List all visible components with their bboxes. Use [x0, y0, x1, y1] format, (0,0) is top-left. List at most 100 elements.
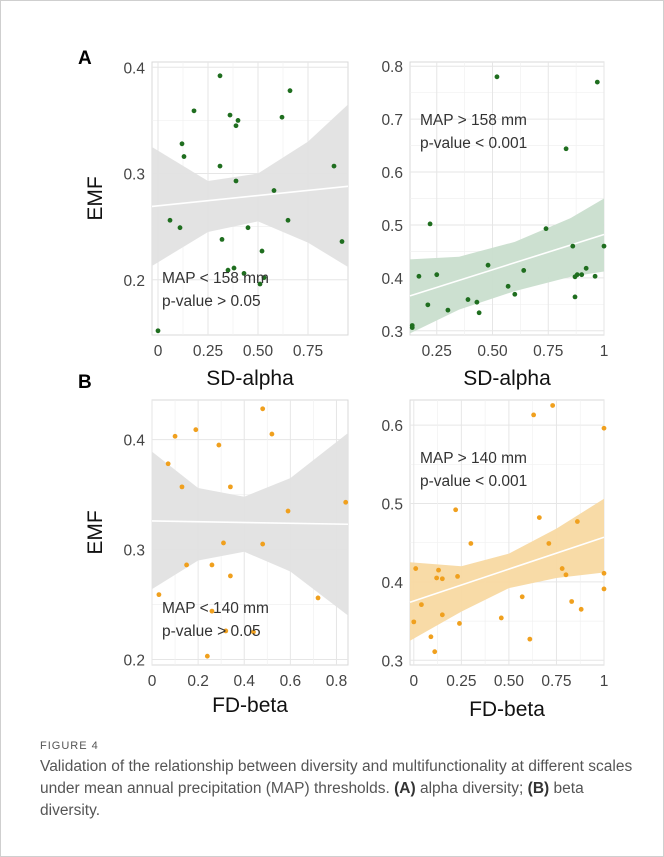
plot-4-point [546, 541, 552, 546]
plot-1-point [177, 225, 183, 231]
caption-main: Validation of the relationship between d… [40, 758, 633, 797]
plot-3-fit-line [151, 520, 349, 526]
plot-4-point [574, 519, 580, 524]
plot-4-point [453, 507, 459, 513]
figure-number: FIGURE 4 [40, 740, 99, 752]
plot-3-point [179, 484, 185, 490]
plot-4-point [439, 576, 445, 582]
plot-3-point [204, 653, 210, 659]
plot-2-ytick-label: 0.4 [381, 271, 403, 288]
plot-4-point [601, 570, 607, 576]
plot-4-fit-line [409, 536, 605, 604]
plot-1-point [231, 265, 237, 271]
plot-1-point [331, 163, 337, 169]
plot-3-xtick-label: 0.2 [187, 673, 209, 690]
plot-2-point [572, 294, 578, 300]
plot-3-point [343, 499, 349, 505]
plot-2-xtick-label: 0.75 [533, 343, 563, 360]
plot-3-point [260, 406, 266, 412]
plot-2-annotation-line: MAP > 158 mm [420, 112, 527, 129]
plot-2-point [543, 226, 549, 232]
plot-4-ytick-label: 0.4 [381, 575, 403, 592]
plot-3-point [172, 433, 178, 439]
plot-3-point [209, 608, 215, 614]
plot-1-annotation-line: p-value > 0.05 [162, 293, 261, 310]
plot-1-xtick-label: 0.50 [243, 343, 274, 360]
plot-4-point [550, 403, 556, 408]
plot-3-xtick-label: 0.6 [280, 673, 302, 690]
plot-1-point [191, 108, 197, 114]
plot-3-point [156, 592, 162, 598]
plot-4-point [569, 599, 575, 604]
plot-1-point [217, 73, 223, 79]
plot-3-point [228, 484, 233, 490]
plot-3-point [184, 562, 189, 568]
plot-4-point [498, 615, 504, 621]
plot-2-point [425, 302, 431, 308]
plot-3-point [165, 461, 171, 467]
plot-2-point [563, 146, 569, 152]
plot-1-point [287, 88, 293, 94]
plot-4-annotation-line: p-value < 0.001 [420, 473, 527, 490]
plot-3-xtick-label: 0.8 [326, 673, 348, 690]
figure-plots: A B MAP < 158 mm p-value > 0.05 0.2 0.3 0.4 0… [78, 48, 608, 721]
plot-1-point [217, 163, 223, 169]
plot-2-point [521, 268, 527, 273]
plot-4-xtick-label: 0.50 [494, 673, 525, 690]
plot-4-point [527, 636, 533, 642]
plot-4-point [411, 619, 417, 625]
plot-3-xtick-label: 0.4 [233, 673, 255, 690]
plot-2-annotation-line: p-value < 0.001 [420, 135, 527, 152]
plot-1-point [245, 225, 251, 231]
plot-2-point [574, 272, 580, 278]
plot-4-ytick-label: 0.6 [381, 418, 403, 435]
plot-1-confidence-band [152, 104, 348, 268]
plot-1-point [271, 188, 277, 193]
plot-2-point [427, 221, 433, 227]
plot-3-point [269, 431, 275, 437]
plot-3-xtick-label: 0 [148, 673, 157, 690]
plot-2-point [594, 79, 600, 85]
plot-2-ytick-label: 0.6 [381, 165, 403, 182]
plot-3-point [285, 508, 291, 514]
plot-4-point [519, 594, 525, 600]
plot-1-ytick-label: 0.4 [123, 60, 145, 77]
plot-2-xtick-label: 0.25 [422, 343, 452, 360]
plot-4-point [432, 649, 438, 655]
caption-part-a: alpha diversity; [419, 780, 524, 797]
plot-2-point [409, 325, 415, 330]
plot-2-point [474, 299, 480, 305]
caption-marker-b: (B) [527, 780, 550, 797]
plot-4-point [601, 586, 607, 592]
plot-2-point [445, 307, 451, 313]
plot-2-point [601, 243, 607, 249]
plot-4-point [436, 567, 441, 573]
plot-3-confidence-band [152, 432, 348, 616]
plot-4-point [468, 541, 474, 546]
plot-2-ytick-label: 0.3 [381, 324, 403, 341]
plot-2-point [579, 272, 585, 278]
plot-3-ytick-label: 0.3 [123, 543, 145, 560]
plot-2-point [505, 283, 511, 289]
plot-2-point [512, 291, 518, 297]
plot-1-point [233, 178, 239, 184]
plot-4-point [601, 425, 607, 431]
plot-1-y-axis-title: EMF [84, 176, 107, 220]
plot-4-point [413, 566, 419, 571]
plot-2-point [592, 273, 598, 279]
scatter-plots: MAP < 158 mm p-value > 0.05 0.2 0.3 0.4 0 0.25… [84, 59, 608, 721]
plot-3-point [251, 629, 256, 635]
plot-1-point [155, 328, 161, 334]
plot-4-xtick-label: 0.75 [541, 673, 571, 690]
plot-1-ytick-label: 0.3 [123, 167, 145, 184]
plot-1-point [261, 275, 267, 281]
plot-1-xtick-label: 0.75 [293, 343, 323, 360]
plot-2-x-axis-title: SD-alpha [463, 367, 551, 390]
plot-1-point [225, 267, 231, 273]
plot-4-point [563, 572, 569, 578]
plot-1-point [241, 270, 247, 276]
plot-4-point [428, 634, 434, 640]
caption-part-b: beta diversity. [40, 780, 584, 819]
plot-1-point [179, 141, 185, 147]
plot-3-ytick-label: 0.2 [123, 653, 145, 670]
